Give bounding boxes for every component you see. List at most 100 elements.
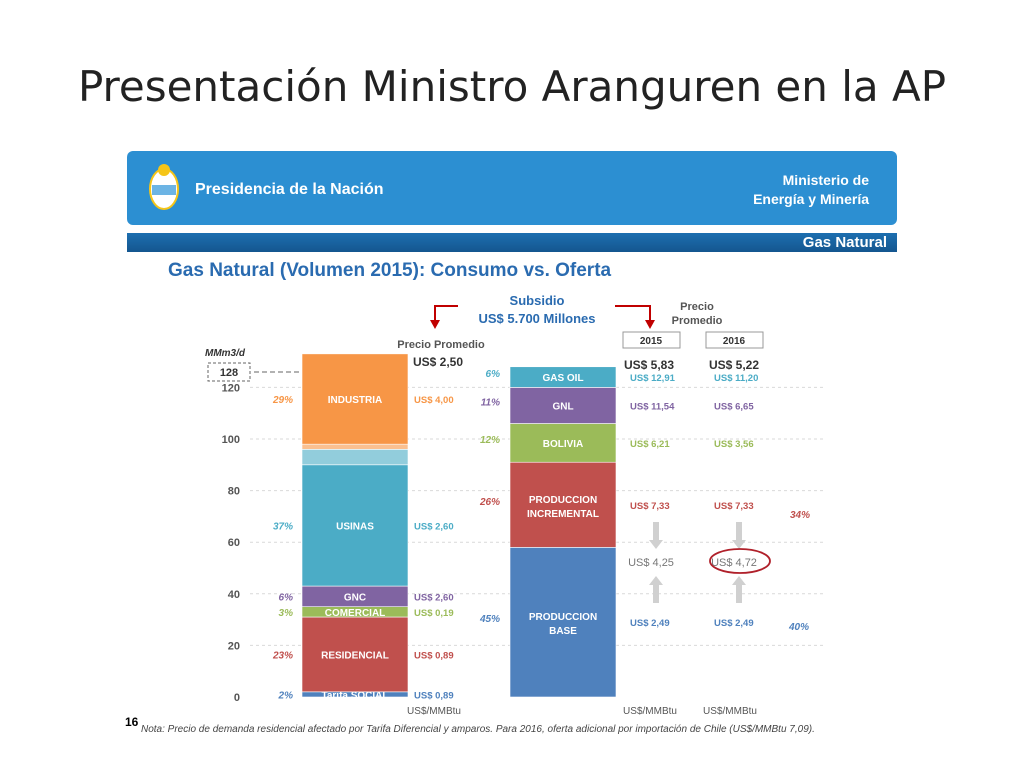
up-arrow-icon [732, 576, 746, 603]
mid-price-2015: US$ 4,25 [628, 557, 674, 569]
consumo-price-label: US$ 4,00 [414, 395, 454, 406]
oferta-bar-segment [509, 547, 617, 698]
oferta-bar-segment [509, 461, 617, 548]
oferta-share-label: 26% [479, 497, 500, 508]
price-2016-label: US$ 6,65 [714, 401, 754, 412]
price-2015-label: US$ 6,21 [630, 439, 670, 450]
subsidio-value: US$ 5.700 Millones [478, 311, 595, 326]
consumo-bar-segment [301, 443, 409, 450]
price-2016-label: US$ 11,20 [714, 373, 758, 384]
consumo-price-label: US$ 0,89 [414, 650, 454, 661]
consumo-price-header: Precio Promedio [397, 339, 485, 351]
oferta-price-header-2: Promedio [672, 315, 723, 327]
up-arrow-icon [649, 576, 663, 603]
price-2016-label: US$ 2,49 [714, 618, 754, 629]
oferta-unit-2016: US$/MMBtu [703, 706, 757, 717]
consumo-segment-label: RESIDENCIAL [321, 650, 389, 661]
consumo-share-label: 37% [273, 521, 293, 532]
consumo-segment-label: INDUSTRIA [328, 395, 382, 406]
oferta-price-header-1: Precio [680, 301, 714, 313]
oferta-bar-segment [509, 423, 617, 463]
oferta-segment-label: INCREMENTAL [527, 509, 599, 520]
consumo-bar-segment [301, 464, 409, 587]
oferta-bar-segment [509, 387, 617, 424]
subsidio-label: Subsidio [510, 293, 565, 308]
price-2016-label: US$ 7,33 [714, 501, 754, 512]
oferta-segment-label: GNL [552, 401, 573, 412]
down-arrow-icon [732, 522, 746, 549]
consumo-share-label: 3% [279, 608, 294, 619]
subsidio-arrow-left [434, 305, 458, 322]
year-box-2015 [622, 331, 681, 349]
consumo-segment-label: Tarifa SOCIAL [321, 690, 388, 701]
y-tick-label: 60 [228, 537, 240, 549]
oferta-segment-label: BOLIVIA [543, 439, 584, 450]
consumo-price-label: US$ 2,60 [414, 521, 454, 532]
oferta-share-label: 45% [479, 614, 500, 625]
section-band: Gas Natural [127, 233, 897, 252]
consumo-unit: US$/MMBtu [407, 706, 461, 717]
oferta-segment-label: PRODUCCION [529, 612, 597, 623]
subsidio-arrow-right [615, 305, 651, 322]
consumo-price-label: US$ 0,89 [414, 690, 454, 701]
y-tick-label: 0 [234, 692, 240, 704]
consumo-bar-segment [301, 353, 409, 445]
banner-ministerio: Ministerio de Energía y Minería [753, 171, 869, 209]
consumo-share-label: 6% [279, 592, 294, 603]
group-share-top: 34% [790, 510, 810, 521]
page-number: 16 [125, 715, 139, 729]
price-2015-label: US$ 12,91 [630, 373, 676, 384]
mid-price-2016: US$ 4,72 [711, 557, 757, 569]
y-tick-label: 120 [222, 382, 240, 394]
consumo-bar-segment [301, 616, 409, 693]
year-label-2016: 2016 [723, 336, 746, 347]
consumo-segment-label: USINAS [336, 521, 374, 532]
oferta-segment-label: BASE [549, 626, 577, 637]
consumo-segment-label: COMERCIAL [325, 608, 386, 619]
ymax-label: 128 [220, 367, 238, 379]
ymax-box [207, 362, 251, 382]
subsidio-arrowhead-left [430, 320, 440, 329]
year-label-2015: 2015 [640, 336, 663, 347]
price-2015-label: US$ 7,33 [630, 501, 670, 512]
y-tick-label: 80 [228, 486, 240, 498]
consumo-avg-price: US$ 2,50 [413, 355, 463, 369]
consumo-price-label: US$ 2,60 [414, 592, 454, 603]
oferta-share-label: 11% [481, 397, 500, 408]
price-2015-label: US$ 11,54 [630, 401, 675, 412]
footnote: Nota: Precio de demanda residencial afec… [141, 724, 815, 735]
consumo-segment-label: GNC [344, 592, 366, 603]
oferta-segment-label: PRODUCCION [529, 495, 597, 506]
banner-ministerio-line2: Energía y Minería [753, 191, 869, 207]
government-banner: Presidencia de la Nación Ministerio de E… [127, 151, 897, 225]
coat-of-arms-icon [149, 164, 179, 210]
group-share-bottom: 40% [788, 622, 809, 633]
y-tick-label: 100 [222, 434, 240, 446]
price-2016-label: US$ 3,56 [714, 439, 754, 450]
highlight-circle [709, 548, 771, 574]
consumo-share-label: 23% [272, 650, 293, 661]
oferta-share-label: 6% [486, 369, 501, 380]
band-label: Gas Natural [802, 234, 887, 251]
banner-ministerio-line1: Ministerio de [782, 172, 869, 188]
year-box-2016 [705, 331, 764, 349]
subsidio-arrowhead-right [645, 320, 655, 329]
slide-title: Presentación Ministro Aranguren en la AP [77, 62, 947, 111]
oferta-segment-label: GAS OIL [542, 373, 583, 384]
price-2015-label: US$ 2,49 [630, 618, 670, 629]
y-tick-label: 40 [228, 589, 240, 601]
y-tick-label: 20 [228, 640, 240, 652]
banner-presidencia: Presidencia de la Nación [195, 181, 384, 198]
oferta-avg-2015: US$ 5,83 [624, 358, 674, 372]
consumo-share-label: 2% [278, 690, 294, 701]
down-arrow-icon [649, 522, 663, 549]
consumo-bar-segment [301, 449, 409, 466]
oferta-share-label: 12% [480, 435, 500, 446]
y-axis-label: MMm3/d [205, 348, 246, 359]
chart-title: Gas Natural (Volumen 2015): Consumo vs. … [168, 260, 612, 281]
consumo-share-label: 29% [272, 395, 293, 406]
oferta-unit-2015: US$/MMBtu [623, 706, 677, 717]
oferta-avg-2016: US$ 5,22 [709, 358, 759, 372]
consumo-price-label: US$ 0,19 [414, 608, 454, 619]
